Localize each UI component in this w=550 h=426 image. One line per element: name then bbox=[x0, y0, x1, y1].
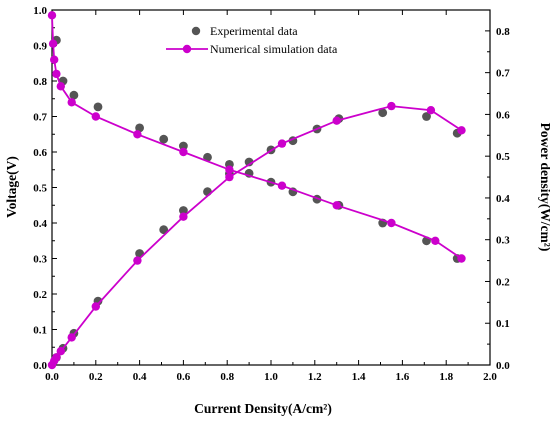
y-left-tick-label: 0.4 bbox=[33, 218, 47, 230]
y-right-tick-label: 0.7 bbox=[496, 68, 510, 80]
x-tick-label: 1.0 bbox=[264, 371, 278, 383]
data-point-simulation bbox=[52, 353, 61, 362]
y-left-tick-label: 1.0 bbox=[33, 5, 47, 17]
x-axis-title: Current Density(A/cm²) bbox=[194, 401, 332, 416]
y-axis-title-left: Voltage(V) bbox=[4, 156, 19, 218]
y-axis-title-right: Power density(W/cm²) bbox=[538, 123, 550, 252]
y-left-tick-label: 0.1 bbox=[33, 325, 47, 337]
y-left-tick-label: 0.9 bbox=[33, 41, 47, 53]
data-point-experimental bbox=[179, 206, 188, 215]
plot-frame bbox=[51, 9, 491, 366]
y-right-tick-label: 0.8 bbox=[496, 26, 510, 38]
data-point-simulation bbox=[56, 82, 65, 91]
data-point-simulation bbox=[431, 236, 440, 245]
data-point-simulation bbox=[56, 347, 65, 356]
data-point-simulation bbox=[133, 256, 142, 265]
y-left-tick-label: 0.0 bbox=[33, 360, 47, 372]
y-right-tick-label: 0.2 bbox=[496, 276, 510, 288]
y-right-tick-label: 0.6 bbox=[496, 109, 510, 121]
x-tick-label: 0.8 bbox=[220, 371, 234, 383]
legend-label-simulation: Numerical simulation data bbox=[210, 42, 338, 56]
data-point-simulation bbox=[426, 106, 436, 115]
series-line-simulation-right bbox=[51, 105, 462, 366]
x-tick-label: 0.0 bbox=[45, 371, 59, 383]
ticks: 0.0 0.2 0.4 0.6 0.8 1.0 1.2 1.4 1.6 1.8 2.00.00.10… bbox=[33, 5, 510, 383]
data-point-experimental bbox=[159, 134, 169, 144]
y-left-tick-label: 0.3 bbox=[33, 254, 47, 266]
data-point-experimental bbox=[378, 108, 388, 118]
data-point-simulation bbox=[387, 218, 396, 228]
data-point-experimental bbox=[135, 123, 145, 133]
data-point-experimental bbox=[422, 112, 431, 121]
y-right-tick-label: 0.4 bbox=[496, 193, 510, 205]
y-right-tick-label: 0.0 bbox=[496, 360, 510, 372]
data-point-simulation bbox=[91, 112, 101, 121]
data-point-simulation bbox=[457, 126, 466, 135]
data-point-simulation bbox=[50, 55, 59, 64]
data-point-simulation bbox=[332, 201, 341, 210]
x-tick-label: 1.6 bbox=[396, 371, 410, 383]
data-point-simulation bbox=[91, 302, 101, 311]
x-tick-label: 1.2 bbox=[308, 371, 322, 383]
x-tick-label: 1.8 bbox=[439, 371, 453, 383]
x-tick-label: 1.4 bbox=[352, 371, 366, 383]
legend-marker-experimental bbox=[191, 26, 201, 36]
data-point-simulation bbox=[67, 333, 76, 342]
x-tick-label: 0.4 bbox=[133, 371, 147, 383]
axes bbox=[51, 9, 491, 366]
data-point-simulation bbox=[277, 181, 287, 190]
y-right-tick-label: 0.5 bbox=[496, 151, 510, 163]
y-left-tick-label: 0.6 bbox=[33, 147, 47, 159]
data-point-simulation bbox=[47, 11, 57, 20]
series bbox=[47, 11, 466, 370]
data-point-simulation bbox=[179, 147, 188, 157]
x-tick-label: 0.6 bbox=[177, 371, 191, 383]
data-point-simulation bbox=[48, 39, 58, 48]
data-point-simulation bbox=[225, 165, 234, 174]
data-point-experimental bbox=[179, 141, 188, 151]
y-right-tick-label: 0.3 bbox=[496, 235, 510, 247]
y-right-tick-label: 0.1 bbox=[496, 318, 510, 330]
legend-marker-simulation bbox=[182, 44, 192, 54]
y-left-tick-label: 0.8 bbox=[33, 76, 47, 88]
legend: Experimental data Numerical simulation d… bbox=[166, 24, 338, 56]
data-point-simulation bbox=[332, 116, 341, 125]
data-point-simulation bbox=[133, 130, 142, 139]
data-point-simulation bbox=[67, 98, 76, 107]
legend-label-experimental: Experimental data bbox=[210, 24, 298, 38]
data-point-simulation bbox=[52, 69, 61, 79]
data-point-experimental bbox=[93, 102, 103, 112]
y-left-tick-label: 0.5 bbox=[33, 183, 47, 195]
data-point-simulation bbox=[277, 139, 287, 148]
x-tick-label: 2.0 bbox=[483, 371, 497, 383]
y-left-tick-label: 0.2 bbox=[33, 289, 47, 301]
data-point-simulation bbox=[179, 212, 188, 221]
y-left-tick-label: 0.7 bbox=[33, 112, 47, 124]
data-point-experimental bbox=[159, 225, 169, 235]
x-tick-label: 0.2 bbox=[89, 371, 103, 383]
data-point-experimental bbox=[69, 90, 79, 100]
data-point-simulation bbox=[225, 172, 234, 182]
data-point-simulation bbox=[387, 101, 396, 111]
data-point-simulation bbox=[457, 254, 466, 263]
